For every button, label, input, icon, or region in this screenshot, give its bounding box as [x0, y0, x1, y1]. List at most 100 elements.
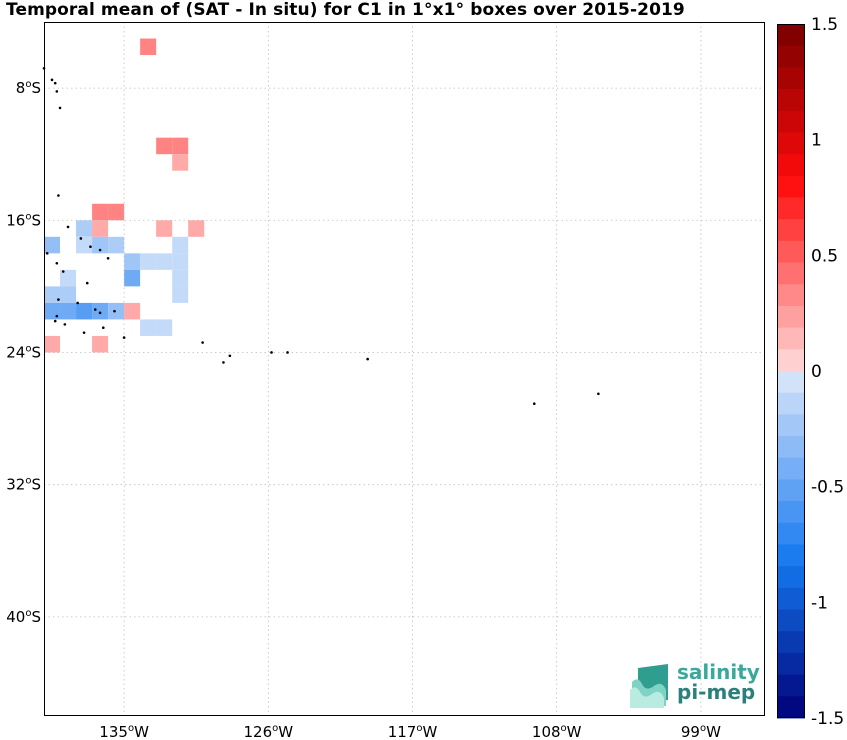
colorbar-swatch: [777, 566, 805, 589]
island-mark: [122, 336, 126, 339]
data-cell: [172, 137, 189, 155]
colorbar-swatch: [777, 436, 805, 459]
colorbar: 1.5 1 0.5 0 -0.5 -1 -1.5: [777, 15, 844, 729]
island-mark: [57, 194, 60, 197]
island-mark: [113, 309, 116, 313]
colorbar-swatch: [777, 631, 805, 654]
island-mark: [286, 351, 289, 354]
colorbar-swatch: [777, 219, 805, 242]
data-cell: [60, 286, 77, 303]
island-mark: [270, 351, 273, 354]
island-mark: [55, 314, 59, 318]
colorbar-labels: 1.5 1 0.5 0 -0.5 -1 -1.5: [811, 15, 844, 729]
island-mark: [79, 237, 83, 240]
colorbar-swatch: [777, 327, 805, 350]
island-mark: [82, 331, 86, 334]
island-mark: [532, 402, 536, 406]
island-mark: [58, 106, 62, 110]
data-cell: [44, 286, 61, 303]
latitude-tick-labels: 8oS 16oS 24oS 32oS 40oS: [6, 79, 41, 626]
island-mark: [201, 341, 204, 344]
colorbar-swatches: [777, 24, 805, 719]
data-cell: [108, 236, 125, 254]
data-cell: [76, 236, 93, 254]
colorbar-swatch: [777, 522, 805, 545]
island-mark: [45, 252, 49, 255]
colorbar-swatch: [777, 371, 805, 394]
data-cell: [140, 319, 157, 336]
colorbar-label: 0: [811, 362, 822, 382]
colorbar-swatch: [777, 652, 805, 676]
data-cells: [44, 38, 205, 353]
island-mark: [98, 248, 102, 252]
data-cell: [92, 220, 109, 237]
data-cell: [156, 137, 173, 155]
data-cell: [76, 220, 93, 237]
colorbar-swatch: [777, 544, 805, 567]
lat-tick-label: 24oS: [6, 343, 41, 361]
island-mark: [55, 261, 59, 265]
map-background: [44, 22, 765, 716]
colorbar-swatch: [777, 110, 805, 133]
island-mark: [98, 311, 102, 315]
island-mark: [228, 354, 232, 358]
colorbar-swatch: [777, 587, 805, 610]
data-cell: [124, 269, 141, 287]
data-cell: [156, 220, 173, 237]
island-mark: [366, 357, 369, 361]
logo-text-salinity: salinity: [677, 660, 760, 684]
data-cell: [172, 154, 189, 171]
colorbar-swatch: [777, 89, 805, 112]
lon-tick-label: 126oW: [244, 723, 294, 740]
colorbar-swatch: [777, 240, 805, 263]
colorbar-swatch: [777, 262, 805, 285]
colorbar-label: -1.5: [811, 709, 844, 729]
colorbar-swatch: [777, 305, 805, 329]
colorbar-swatch: [777, 609, 805, 632]
colorbar-swatch: [777, 349, 805, 372]
logo-wave-icon: [630, 664, 668, 708]
lat-tick-label: 16oS: [6, 211, 41, 229]
colorbar-swatch: [777, 392, 805, 415]
colorbar-label: 1: [811, 131, 822, 151]
island-mark: [57, 298, 60, 301]
colorbar-swatch: [777, 674, 805, 697]
data-cell: [124, 253, 141, 270]
data-cell: [108, 302, 125, 320]
data-cell: [44, 236, 61, 254]
colorbar-swatch: [777, 175, 805, 198]
data-cell: [124, 302, 141, 320]
island-mark: [89, 245, 92, 249]
island-mark: [106, 256, 110, 260]
colorbar-label: -1: [811, 593, 828, 613]
colorbar-swatch: [777, 67, 805, 90]
colorbar-swatch: [777, 154, 805, 177]
island-mark: [597, 392, 600, 396]
data-cell: [60, 302, 77, 320]
island-mark: [66, 225, 70, 229]
figure-title: Temporal mean of (SAT - In situ) for C1 …: [6, 0, 685, 20]
data-cell: [92, 335, 109, 353]
data-cell: [172, 253, 189, 270]
colorbar-swatch: [777, 45, 805, 68]
data-cell: [92, 203, 109, 221]
salinity-pi-mep-logo: salinity pi-mep: [628, 660, 760, 708]
colorbar-swatch: [777, 696, 805, 719]
data-cell: [92, 236, 109, 254]
island-mark: [50, 78, 54, 82]
lon-tick-label: 117oW: [388, 723, 438, 740]
colorbar-swatch: [777, 132, 805, 155]
colorbar-swatch: [777, 457, 805, 480]
island-mark: [53, 319, 57, 323]
island-mark: [76, 301, 79, 305]
lon-tick-label: 108oW: [532, 723, 582, 740]
data-cell: [156, 319, 173, 336]
lat-tick-label: 8oS: [16, 79, 41, 97]
lat-tick-label: 32oS: [6, 476, 41, 494]
colorbar-swatch: [777, 414, 805, 437]
colorbar-frame: [777, 24, 805, 718]
island-mark: [63, 323, 67, 326]
data-cell: [92, 302, 109, 320]
data-cell: [172, 286, 189, 303]
